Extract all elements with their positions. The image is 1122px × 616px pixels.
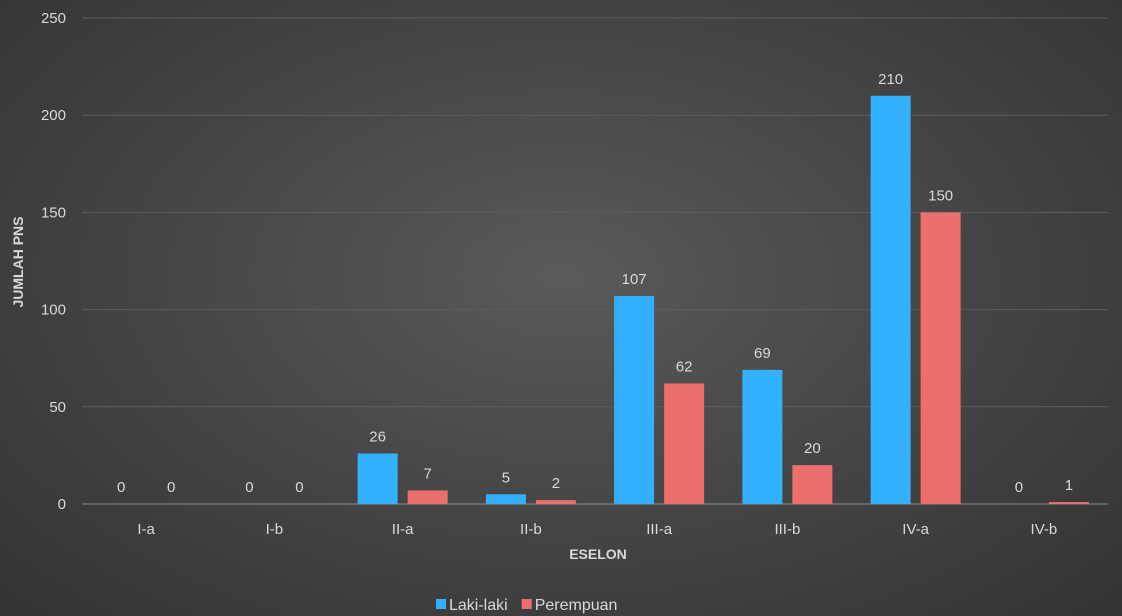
data-label: 5 bbox=[502, 469, 510, 486]
legend-swatch bbox=[521, 599, 532, 609]
bars bbox=[357, 95, 1089, 504]
bar-laki-laki bbox=[357, 453, 398, 504]
data-label: 0 bbox=[167, 479, 175, 496]
y-tick-label: 100 bbox=[41, 302, 66, 319]
bar-laki-laki bbox=[870, 95, 911, 504]
bar-perempuan bbox=[1048, 502, 1089, 504]
x-tick-label: I-a bbox=[137, 521, 155, 538]
data-label: 0 bbox=[117, 479, 125, 496]
data-label: 2 bbox=[552, 475, 560, 492]
bar-perempuan bbox=[664, 383, 705, 504]
data-labels: 0 0 0 0 26 7 5 2 107 62 69 20 210 150 0 1 bbox=[117, 71, 1073, 496]
bar-perempuan bbox=[920, 212, 961, 504]
legend-label: Laki-laki bbox=[449, 597, 508, 614]
data-label: 0 bbox=[295, 479, 303, 496]
data-label: 0 bbox=[245, 479, 253, 496]
legend: Laki-laki Perempuan bbox=[436, 597, 617, 614]
x-tick-label: IV-a bbox=[902, 521, 929, 538]
x-axis-ticks: I-a I-b II-a II-b III-a III-b IV-a IV-b bbox=[137, 521, 1057, 538]
y-tick-label: 50 bbox=[49, 399, 66, 416]
bar-perempuan bbox=[535, 500, 576, 504]
x-tick-label: II-b bbox=[520, 521, 542, 538]
data-label: 1 bbox=[1065, 477, 1073, 494]
x-tick-label: IV-b bbox=[1031, 521, 1058, 538]
bar-laki-laki bbox=[485, 494, 526, 504]
data-label: 69 bbox=[754, 345, 771, 362]
legend-swatch bbox=[436, 599, 446, 609]
x-tick-label: II-a bbox=[392, 521, 414, 538]
data-label: 150 bbox=[928, 187, 953, 204]
data-label: 107 bbox=[622, 271, 647, 288]
legend-label: Perempuan bbox=[535, 597, 618, 614]
bar-laki-laki bbox=[742, 369, 783, 504]
y-axis-title: JUMLAH PNS bbox=[10, 216, 26, 307]
x-tick-label: I-b bbox=[266, 521, 284, 538]
x-axis-title: ESELON bbox=[569, 546, 627, 562]
y-tick-label: 150 bbox=[41, 204, 66, 221]
x-tick-label: III-a bbox=[646, 521, 672, 538]
data-label: 0 bbox=[1015, 479, 1023, 496]
bar-perempuan bbox=[792, 465, 833, 504]
data-label: 62 bbox=[676, 358, 693, 375]
bar-perempuan bbox=[407, 490, 448, 504]
y-tick-label: 250 bbox=[41, 10, 66, 27]
x-tick-label: III-b bbox=[774, 521, 800, 538]
data-label: 26 bbox=[369, 428, 386, 445]
data-label: 20 bbox=[804, 440, 821, 457]
y-tick-label: 200 bbox=[41, 107, 66, 124]
data-label: 210 bbox=[878, 71, 903, 88]
y-axis-ticks: 0 50 100 150 200 250 bbox=[41, 10, 66, 513]
bar-laki-laki bbox=[614, 295, 655, 504]
data-label: 7 bbox=[423, 465, 431, 482]
y-tick-label: 0 bbox=[58, 496, 66, 513]
